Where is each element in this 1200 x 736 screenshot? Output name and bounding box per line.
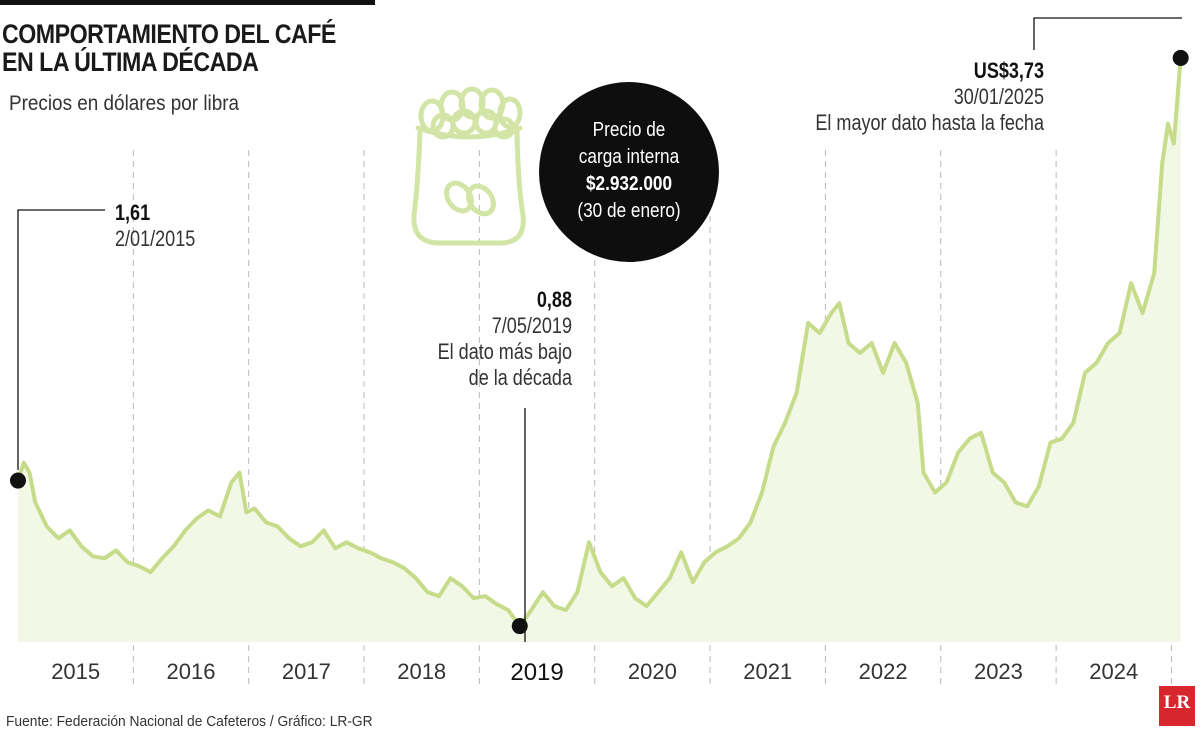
marker-point-2: [1172, 49, 1189, 66]
low-note-2: de la década: [468, 365, 572, 390]
badge-value: $2.932.000: [585, 173, 673, 195]
high-leader-line: [1033, 17, 1182, 50]
high-annotation: US$3,73 30/01/2025 El mayor dato hasta l…: [744, 58, 1044, 136]
x-tick-label: 2019: [510, 659, 564, 686]
x-tick-label: 2022: [858, 659, 908, 684]
badge-date: (30 de enero): [577, 200, 681, 222]
x-tick-label: 2018: [397, 659, 447, 684]
marker-point-1: [511, 618, 528, 635]
title-line-2: EN LA ÚLTIMA DÉCADA: [2, 47, 259, 77]
low-note-1: El dato más bajo: [437, 339, 572, 364]
high-date: 30/01/2025: [953, 84, 1044, 109]
annotation-markers: [10, 49, 1189, 635]
start-annotation: 1,61 2/01/2015: [115, 200, 213, 252]
start-leader-line: [17, 209, 105, 470]
lr-logo: LR: [1159, 686, 1195, 726]
high-note: El mayor dato hasta la fecha: [815, 110, 1044, 135]
x-tick-label: 2023: [973, 659, 1023, 684]
source-credit: Fuente: Federación Nacional de Cafeteros…: [6, 713, 373, 730]
title-line-1: COMPORTAMIENTO DEL CAFÉ: [2, 19, 336, 49]
title-rule: [0, 0, 375, 5]
price-area: [18, 57, 1181, 642]
chart-title: COMPORTAMIENTO DEL CAFÉ EN LA ÚLTIMA DÉC…: [2, 20, 336, 76]
x-tick-label: 2021: [743, 659, 793, 684]
badge-line-1: Precio de: [592, 119, 666, 141]
low-annotation: 0,88 7/05/2019 El dato más bajo de la dé…: [372, 287, 572, 391]
x-tick-label: 2016: [166, 659, 216, 684]
start-value: 1,61: [115, 200, 151, 225]
low-date: 7/05/2019: [491, 313, 572, 338]
domestic-price-badge: Precio de carga interna $2.932.000 (30 d…: [539, 82, 719, 262]
marker-point-0: [10, 472, 26, 489]
x-tick-label: 2017: [281, 659, 331, 684]
x-tick-label: 2024: [1089, 659, 1139, 684]
badge-line-2: carga interna: [578, 146, 680, 168]
start-date: 2/01/2015: [115, 226, 196, 251]
x-tick-label: 2015: [51, 659, 101, 684]
x-tick-label: 2020: [627, 659, 677, 684]
chart-subtitle: Precios en dólares por libra: [9, 92, 240, 115]
price-line: [16, 57, 1183, 629]
coffee-sack-icon: [411, 86, 526, 246]
low-value: 0,88: [536, 287, 572, 312]
high-value: US$3,73: [973, 58, 1044, 83]
annotation-leaders: [17, 17, 1182, 642]
